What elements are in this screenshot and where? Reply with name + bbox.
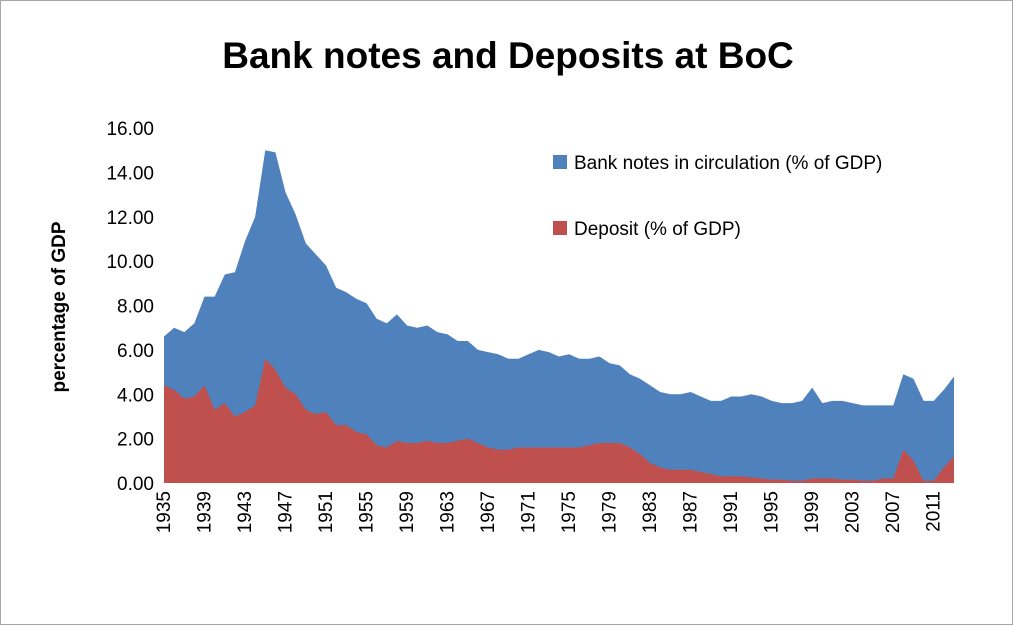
area-series-bank-notes <box>164 150 954 483</box>
x-tick-label: 1939 <box>195 491 216 533</box>
x-tick-label: 1983 <box>640 491 661 533</box>
x-tick-label: 1995 <box>762 491 783 533</box>
x-tick-label: 2003 <box>843 491 864 533</box>
legend-label-deposit: Deposit (% of GDP) <box>574 219 741 240</box>
x-tick-label: 1991 <box>721 491 742 533</box>
legend: Bank notes in circulation (% of GDP) Dep… <box>553 153 882 240</box>
x-tick-label: 1987 <box>681 491 702 533</box>
x-tick-label: 1959 <box>397 491 418 533</box>
y-tick-label: 8.00 <box>117 297 154 318</box>
x-tick-label: 1979 <box>600 491 621 533</box>
y-tick-label: 10.00 <box>106 252 154 273</box>
y-tick-label: 12.00 <box>106 208 154 229</box>
x-tick-label: 1951 <box>316 491 337 533</box>
x-tick-label: 1943 <box>235 491 256 533</box>
legend-swatch-deposit <box>553 221 567 235</box>
x-tick-label: 2011 <box>924 491 945 532</box>
legend-swatch-bank-notes <box>553 155 567 169</box>
x-tick-label: 1935 <box>154 491 175 533</box>
y-tick-label: 2.00 <box>117 430 154 451</box>
plot-areas <box>164 150 954 483</box>
x-tick-label: 1971 <box>519 491 540 533</box>
y-axis-label: percentage of GDP <box>49 221 70 392</box>
y-tick-label: 14.00 <box>106 163 154 184</box>
x-tick-label: 1975 <box>559 491 580 533</box>
x-tick-label: 1967 <box>478 491 499 533</box>
x-tick-label: 1947 <box>276 491 297 533</box>
area-series-deposit <box>164 358 954 483</box>
x-tick-label: 2007 <box>883 491 904 533</box>
y-tick-label: 4.00 <box>117 385 154 406</box>
x-tick-label: 1999 <box>802 491 823 533</box>
y-tick-label: 6.00 <box>117 341 154 362</box>
x-tick-label: 1963 <box>438 491 459 533</box>
y-tick-label: 16.00 <box>106 119 154 140</box>
chart-title: Bank notes and Deposits at BoC <box>222 35 794 76</box>
y-axis-ticks: 0.00 2.00 4.00 6.00 8.00 10.00 12.00 14.00 16.00 <box>106 119 154 495</box>
legend-label-bank-notes: Bank notes in circulation (% of GDP) <box>574 153 882 174</box>
x-tick-label: 1955 <box>357 491 378 533</box>
y-tick-label: 0.00 <box>117 474 154 495</box>
x-axis-ticks: 1935 1939 1943 1947 1951 1955 1959 1963 1967 1971… <box>154 491 945 533</box>
